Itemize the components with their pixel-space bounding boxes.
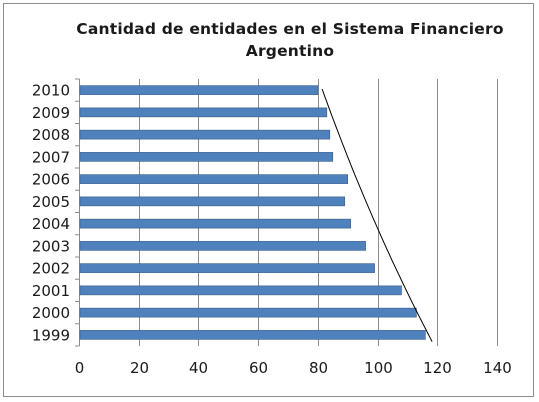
chart-title-line-2: Argentino: [245, 42, 335, 60]
bar-2007: [79, 152, 334, 162]
x-tick-labels: 0 20 40 60 80 100 120 140: [75, 359, 512, 377]
y-tick-label-2001: 2001: [32, 282, 70, 300]
trendline-layer: [321, 88, 433, 342]
bar-1999: [79, 330, 426, 340]
bar-2006: [79, 174, 349, 184]
y-tick-label-2005: 2005: [32, 193, 70, 211]
bar-2002: [79, 263, 375, 273]
bar-2003: [79, 241, 366, 251]
x-tick-label-100: 100: [364, 359, 393, 377]
y-tick-label-2010: 2010: [32, 82, 70, 100]
y-tick-label-2002: 2002: [32, 260, 70, 278]
y-tick-label-2007: 2007: [32, 148, 70, 166]
x-tick-label-140: 140: [483, 359, 512, 377]
x-tick-label-80: 80: [309, 359, 328, 377]
y-tick-label-2000: 2000: [32, 304, 70, 322]
x-tick-label-120: 120: [423, 359, 452, 377]
y-tick-label-2008: 2008: [32, 126, 70, 144]
trendline: [321, 88, 433, 342]
bar-2004: [79, 218, 352, 229]
y-tick-label-2009: 2009: [32, 104, 70, 122]
y-tick-label-1999: 1999: [32, 326, 70, 344]
y-tick-label-2006: 2006: [32, 171, 70, 189]
y-tick-label-2003: 2003: [32, 237, 70, 255]
bar-2009: [79, 107, 328, 118]
x-tick-label-20: 20: [130, 359, 149, 377]
chart-title-line-1: Cantidad de entidades en el Sistema Fina…: [76, 20, 504, 38]
bar-2010: [79, 85, 319, 95]
bar-2008: [79, 129, 331, 140]
y-tick-label-2004: 2004: [32, 215, 70, 233]
bar-2005: [79, 196, 346, 207]
y-tick-labels: 1999 2000 2001 2002 2003 2004 2005 2006 2007 2008…: [32, 82, 70, 345]
x-tick-label-60: 60: [249, 359, 268, 377]
bar-2000: [79, 307, 417, 318]
gridlines: [75, 78, 498, 347]
bars: [79, 85, 426, 340]
chart-title: Cantidad de entidades en el Sistema Fina…: [60, 18, 520, 62]
bar-2001: [79, 285, 402, 296]
x-tick-label-0: 0: [75, 359, 85, 377]
x-tick-label-40: 40: [189, 359, 208, 377]
